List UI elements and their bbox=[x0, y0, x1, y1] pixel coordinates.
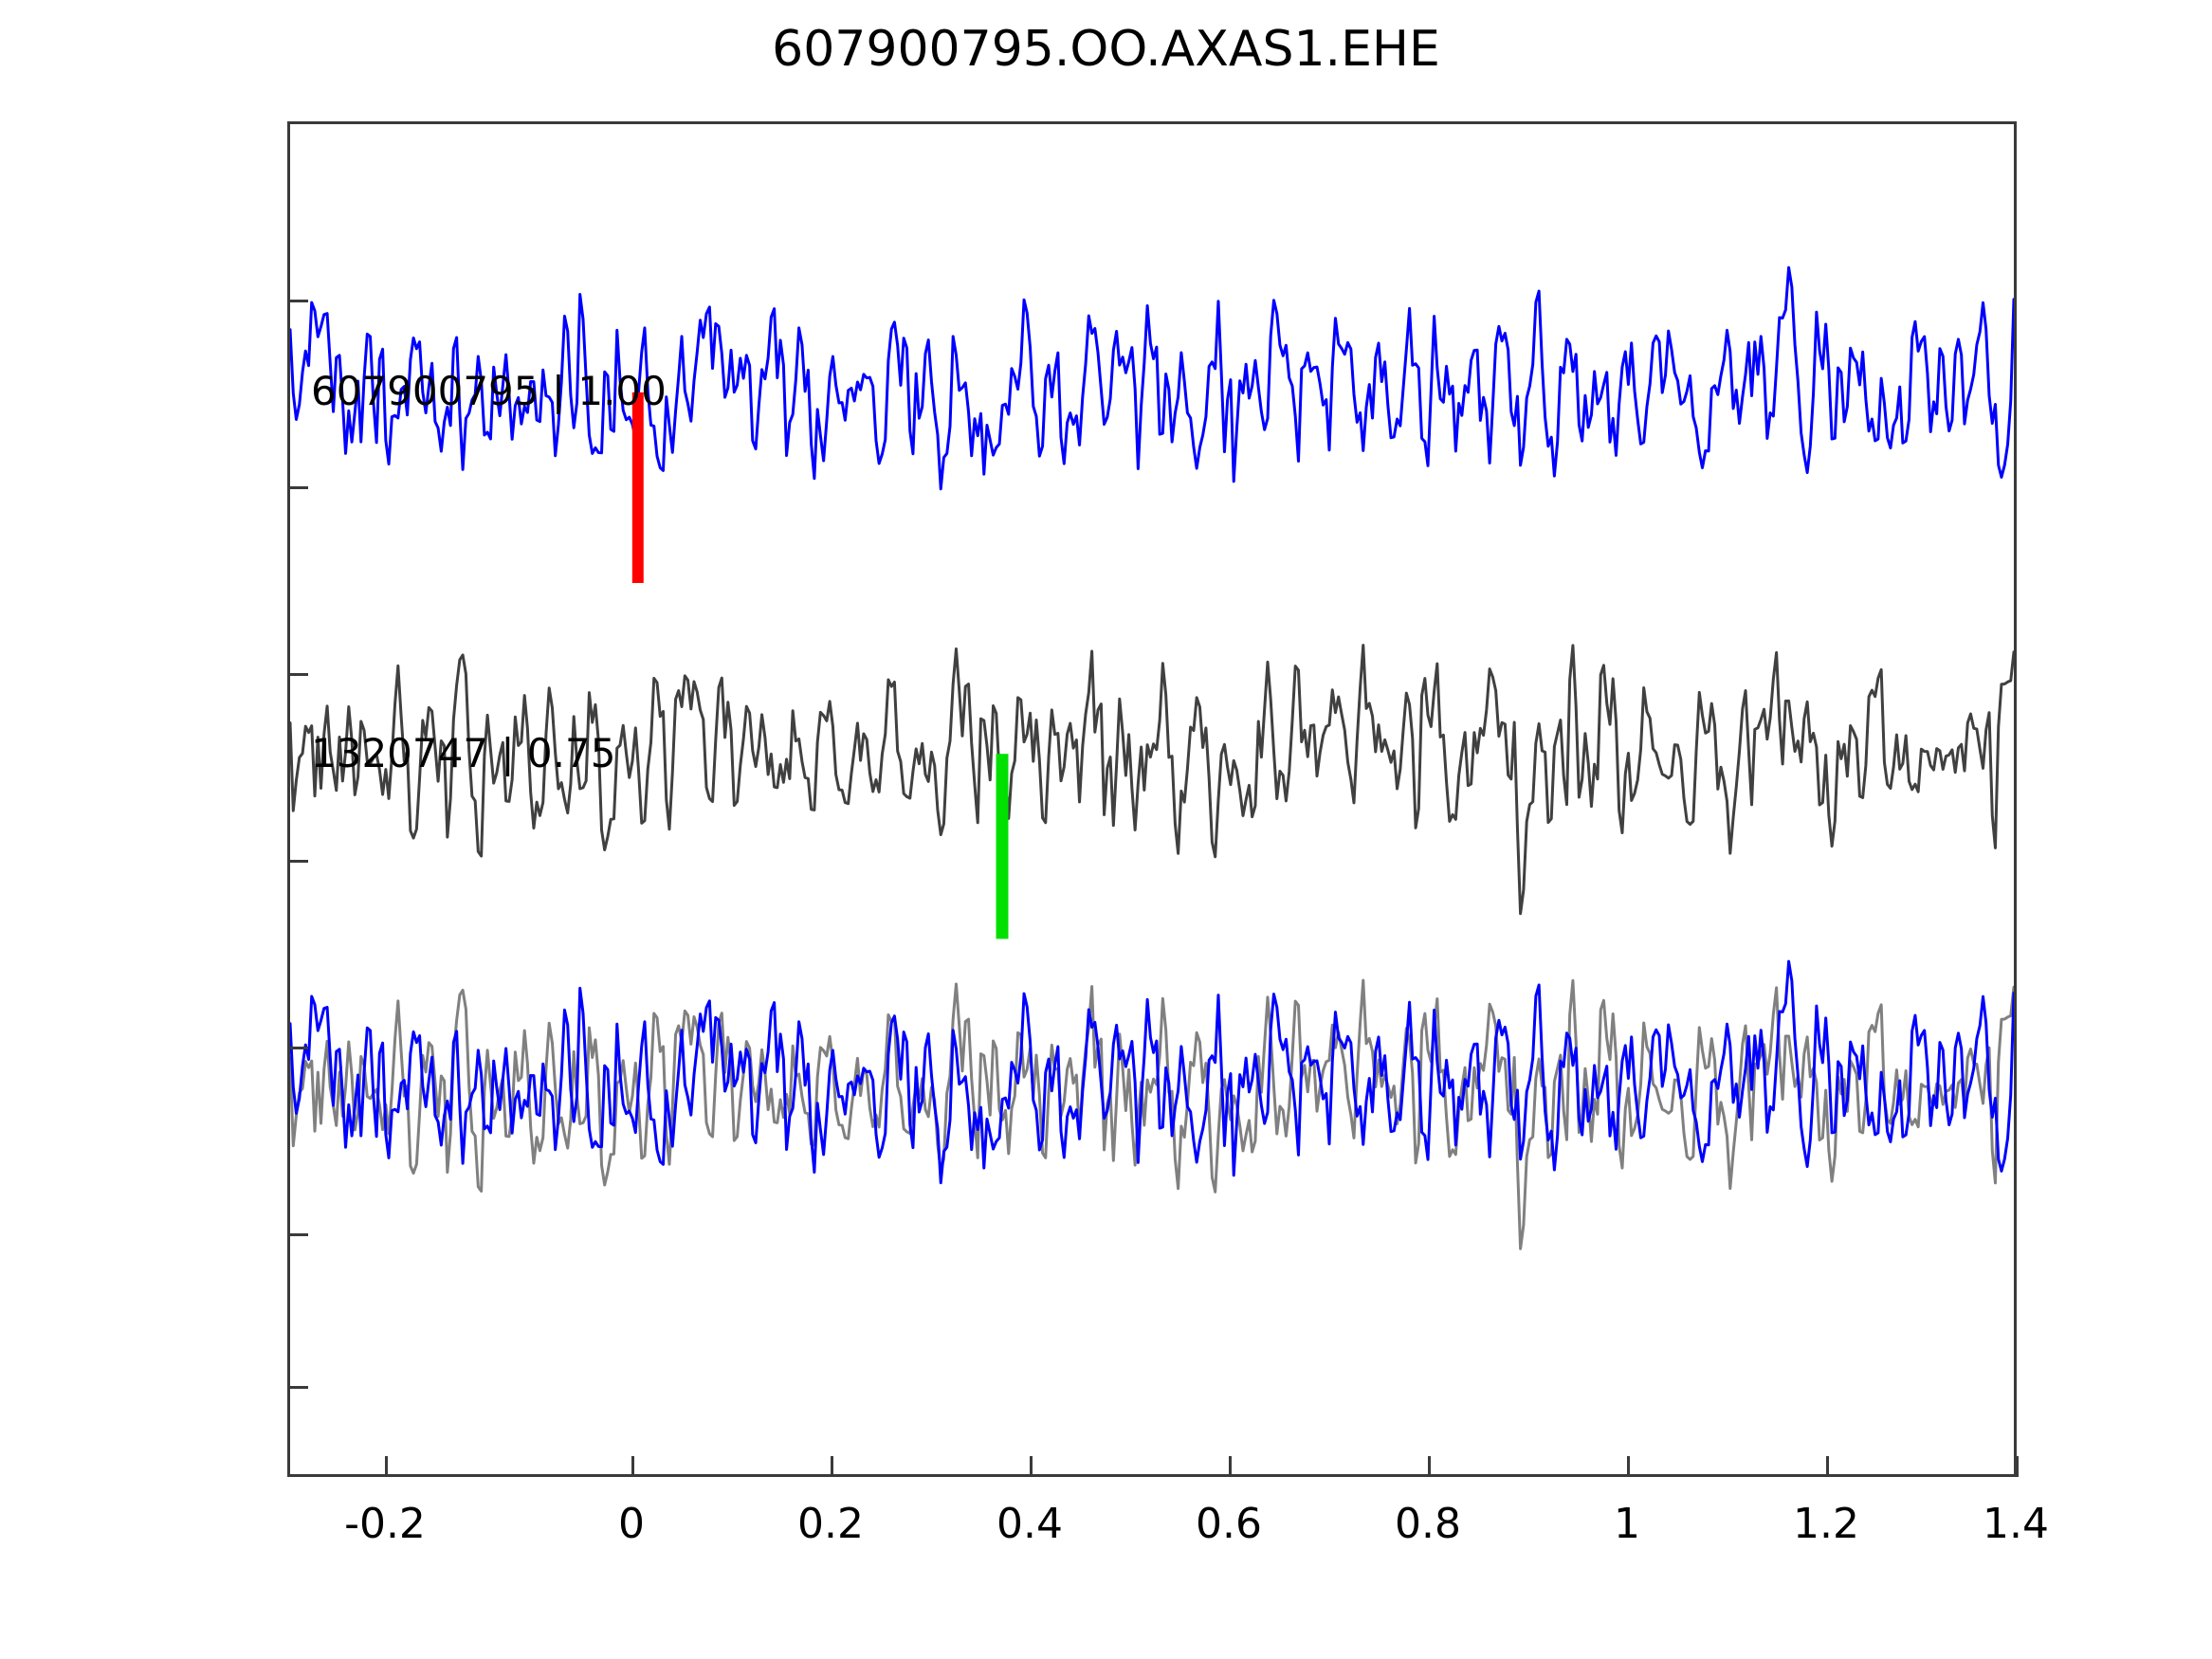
x-tick-mark bbox=[2016, 1456, 2019, 1477]
y-tick-mark bbox=[287, 1047, 308, 1049]
x-tick-mark bbox=[385, 1456, 388, 1477]
x-tick-mark bbox=[1229, 1456, 1232, 1477]
plot-area bbox=[287, 121, 2017, 1477]
x-tick-label: 0.6 bbox=[1196, 1500, 1262, 1548]
x-tick-mark bbox=[831, 1456, 833, 1477]
y-tick-mark bbox=[287, 1386, 308, 1389]
x-tick-label: 0.8 bbox=[1395, 1500, 1461, 1548]
waveform-trace bbox=[290, 646, 2014, 914]
y-tick-mark bbox=[287, 486, 308, 489]
x-tick-label: -0.2 bbox=[344, 1500, 426, 1548]
y-tick-mark bbox=[287, 300, 308, 302]
x-tick-label: 1 bbox=[1614, 1500, 1640, 1548]
x-tick-mark bbox=[1627, 1456, 1630, 1477]
pick-marker-green bbox=[996, 754, 1009, 939]
x-tick-mark bbox=[1428, 1456, 1431, 1477]
x-tick-label: 0.4 bbox=[996, 1500, 1063, 1548]
x-tick-label: 1.2 bbox=[1793, 1500, 1859, 1548]
x-tick-label: 0 bbox=[618, 1500, 645, 1548]
y-tick-mark bbox=[287, 673, 308, 676]
x-tick-mark bbox=[631, 1456, 634, 1477]
trace-label-middle: 1320747 | 0.75 bbox=[311, 730, 616, 776]
x-tick-label: 0.2 bbox=[797, 1500, 864, 1548]
x-tick-label: 1.4 bbox=[1983, 1500, 2049, 1548]
page-title: 607900795.OO.AXAS1.EHE bbox=[772, 21, 1440, 78]
trace-label-top: 607900795 | 1.00 bbox=[311, 368, 667, 414]
waveform-canvas bbox=[290, 124, 2014, 1474]
y-tick-mark bbox=[287, 860, 308, 863]
y-tick-mark bbox=[287, 1233, 308, 1236]
pick-marker-red bbox=[631, 392, 644, 583]
x-tick-mark bbox=[1826, 1456, 1829, 1477]
waveform-trace bbox=[290, 961, 2014, 1183]
waveform-trace bbox=[290, 980, 2014, 1249]
x-tick-mark bbox=[1030, 1456, 1033, 1477]
waveform-trace bbox=[290, 267, 2014, 489]
